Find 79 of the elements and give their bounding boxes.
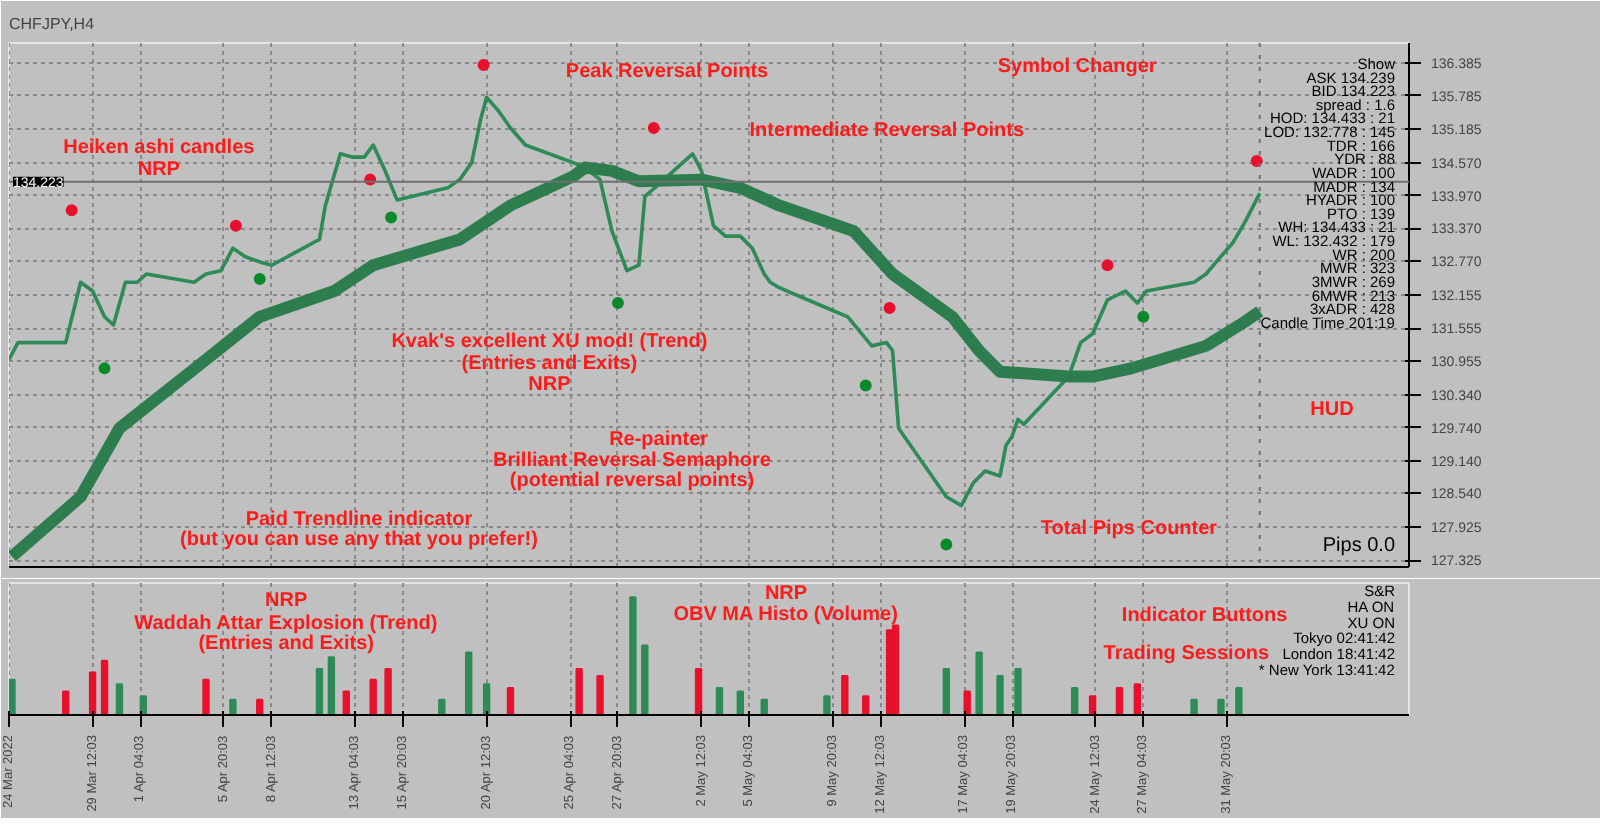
bar: [62, 690, 70, 715]
bar: [823, 695, 831, 715]
bar: [369, 678, 377, 715]
point: [385, 211, 398, 224]
point: [1250, 154, 1263, 167]
bar: [438, 698, 446, 715]
bar: [996, 675, 1004, 715]
bar: [202, 678, 210, 715]
bar: [715, 686, 724, 715]
annotation: Brilliant Reversal Semaphore: [493, 449, 772, 472]
bar: [384, 668, 392, 715]
bar: [100, 659, 109, 715]
bar: [1070, 686, 1079, 715]
bar: [736, 690, 745, 715]
bar: [88, 671, 97, 715]
point: [859, 379, 872, 392]
bar: [1014, 668, 1022, 715]
annotation: Symbol Changer: [997, 55, 1157, 78]
bar: [315, 668, 324, 715]
point: [611, 297, 624, 310]
bar: [465, 651, 473, 715]
annotation: Trading Sessions: [1103, 643, 1271, 666]
bar: [891, 624, 900, 715]
point: [1137, 310, 1150, 323]
point: [1101, 259, 1114, 272]
bar: [1235, 686, 1243, 715]
annotation: Indicator Buttons: [1121, 605, 1289, 627]
annotation: Total Pips Counter: [1040, 518, 1218, 541]
annotation: Pips 0.0: [1322, 535, 1396, 558]
bar: [1217, 698, 1225, 715]
annotation: OBV MA Histo (Volume): [673, 603, 898, 626]
annotation: NRP: [764, 582, 808, 605]
bar: [760, 698, 768, 715]
bar: [1190, 698, 1198, 715]
bar: [327, 656, 336, 715]
annotation: (Entries and Exits): [198, 632, 375, 655]
chart-title: CHFJPY,H4: [9, 15, 96, 33]
point: [940, 538, 953, 551]
bar: [482, 683, 491, 715]
bar: [942, 668, 951, 715]
bar: [256, 698, 264, 715]
bar: [506, 686, 515, 715]
bar: [115, 683, 124, 715]
bar: [229, 698, 237, 715]
point: [229, 219, 242, 232]
point: [98, 362, 111, 375]
bar: [694, 668, 703, 715]
bar: [1115, 686, 1124, 715]
bar: [975, 651, 983, 715]
annotation: (but you can use any that you prefer!): [180, 528, 538, 551]
point: [253, 272, 266, 285]
annotation: HUD: [1310, 398, 1354, 421]
bar: [596, 675, 604, 715]
bar: [629, 596, 637, 715]
bar: [841, 675, 849, 715]
annotation: Waddah Attar Explosion (Trend): [134, 612, 438, 635]
point: [65, 204, 78, 217]
annotation: NRP: [137, 159, 181, 182]
annotation: Heiken ashi candles: [63, 136, 256, 159]
annotation: Peak Reversal Points: [565, 60, 770, 83]
annotation: Intermediate Reversal Points: [749, 119, 1025, 142]
annotation: NRP: [265, 590, 308, 613]
bar: [862, 695, 870, 715]
line-series: [9, 95, 1262, 508]
point: [477, 58, 490, 71]
annotation: (Entries and Exits): [461, 353, 638, 376]
point: [883, 302, 896, 315]
bar: [1133, 683, 1142, 715]
bar: [342, 690, 351, 715]
bar: [575, 668, 583, 715]
point: [647, 122, 660, 135]
annotation: NRP: [528, 373, 572, 396]
annotation: Re-painter: [609, 428, 709, 451]
annotation: (potential reversal points): [509, 470, 755, 493]
annotation: Paid Trendline indicator: [245, 509, 473, 532]
bar: [641, 644, 649, 715]
bar: [9, 678, 16, 715]
annotation: Kvak's excellent XU mod! (Trend): [391, 330, 708, 353]
bar: [963, 690, 971, 715]
